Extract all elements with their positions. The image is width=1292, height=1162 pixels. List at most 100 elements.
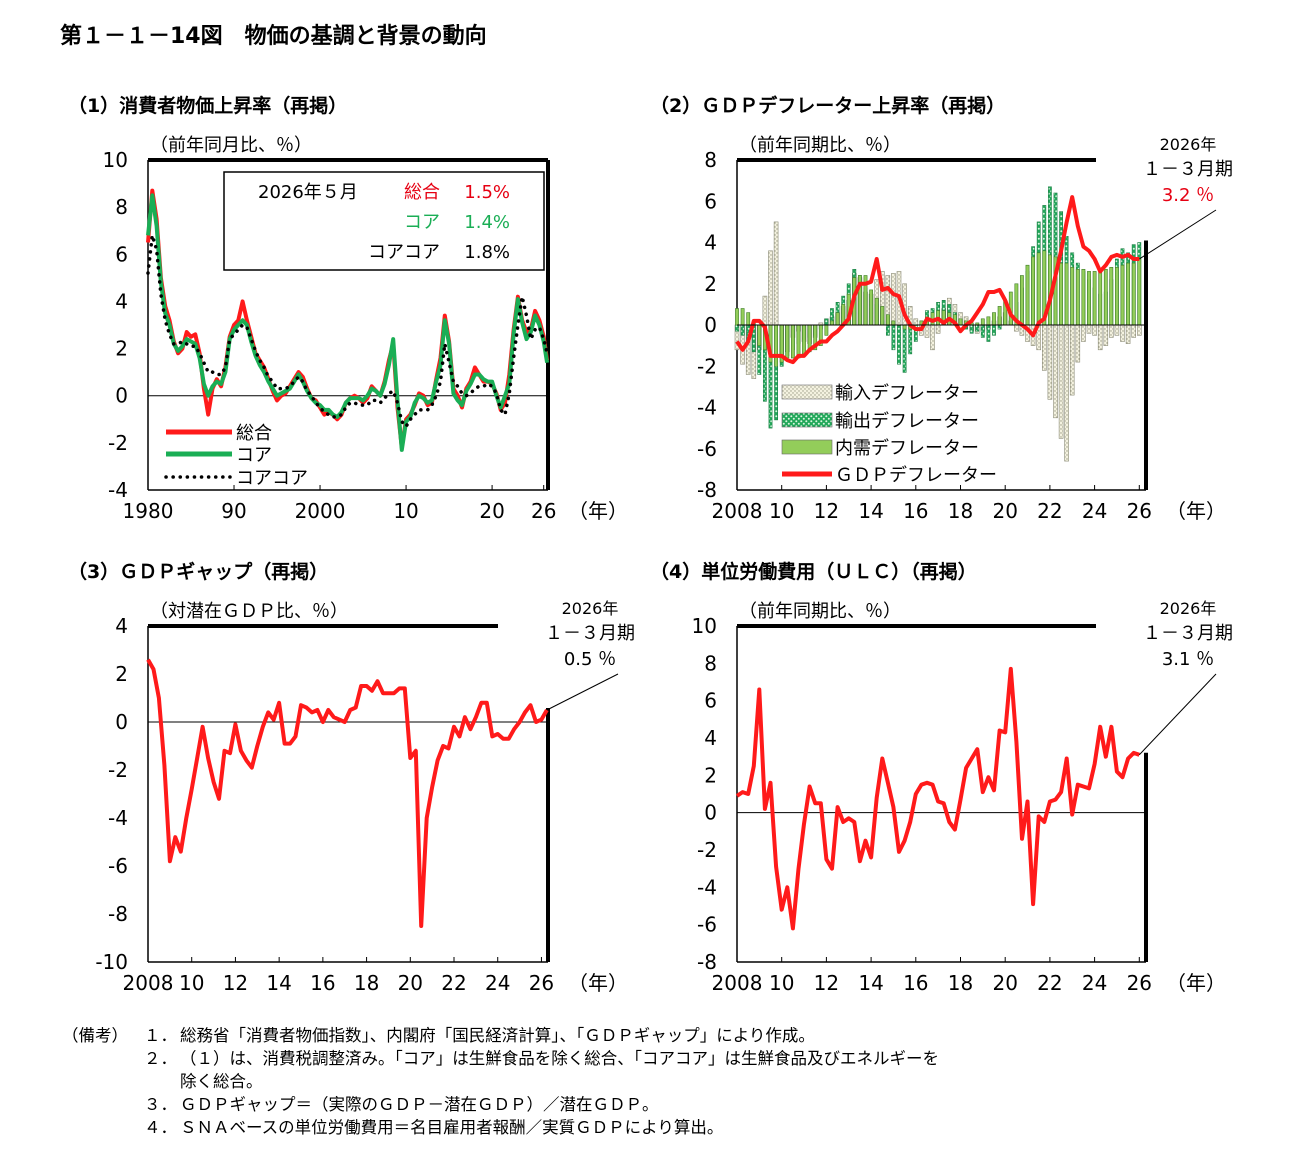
deflator-x-tick-label: 24 [1082, 499, 1107, 523]
gap-x-tick-label: 10 [179, 971, 204, 995]
deflator-bar-export [897, 324, 901, 365]
deflator-bar-import [1092, 324, 1097, 336]
deflator-bar-import [1120, 324, 1125, 342]
deflator-bar-domestic [1059, 262, 1064, 326]
gap-annotation-year: 2026年 [562, 599, 619, 618]
gap-y-tick-label: 2 [115, 662, 128, 686]
deflator-bar-domestic [980, 318, 985, 326]
deflator-bar-export [885, 324, 890, 336]
deflator-legend-label: ＧＤＰデフレーター [835, 465, 997, 486]
deflator-unit-label: （前年同期比、％） [739, 135, 901, 156]
deflator-bar-domestic [902, 324, 907, 330]
deflator-legend-label: 輸入デフレーター [835, 383, 979, 404]
ulc-unit-label: （前年同期比、％） [739, 601, 901, 622]
deflator-bar-import [762, 295, 768, 326]
cpi-info-box [223, 171, 545, 271]
deflator-chart: （2）ＧＤＰデフレーター上昇率（再掲）（前年同期比、％）-8-6-4-20246… [650, 94, 1233, 523]
gap-x-tick-label: 18 [354, 971, 379, 995]
deflator-bar-domestic [869, 289, 874, 326]
ulc-x-tick-label: 26 [1127, 971, 1152, 995]
deflator-bar-domestic [874, 297, 879, 326]
deflator-bar-export [824, 318, 829, 326]
note-1-text: 総務省「消費者物価指数」、内閣府「国民経済計算」、「ＧＤＰギャップ」により作成。 [180, 1026, 815, 1045]
deflator-x-tick-label: 2008 [712, 499, 763, 523]
deflator-x-tick-label: 10 [769, 499, 794, 523]
deflator-x-tick-label: 20 [992, 499, 1017, 523]
deflator-bar-export [986, 324, 991, 342]
deflator-bar-domestic [1025, 264, 1030, 326]
cpi-y-tick-label: 8 [115, 195, 128, 219]
deflator-bar-domestic [757, 324, 762, 346]
cpi-chart: （1）消費者物価上昇率（再掲） （前年同月比、％） -4 -2 0 2 4 6 8 10 1980 9… [68, 94, 628, 523]
deflator-bar-export [735, 324, 739, 332]
deflator-x-tick-label: 14 [858, 499, 883, 523]
deflator-bar-domestic [1070, 266, 1075, 326]
ulc-x-tick-label: 24 [1082, 971, 1107, 995]
cpi-unit-label: （前年同月比、％） [150, 135, 312, 156]
gap-x-tick-label: 14 [266, 971, 291, 995]
deflator-bar-import [1109, 324, 1114, 338]
cpi-year-label: （年） [568, 499, 628, 523]
gap-x-tick-label: 24 [485, 971, 510, 995]
deflator-bar-import [1081, 324, 1086, 342]
ulc-x-tick-label: 10 [769, 971, 794, 995]
deflator-bar-domestic [740, 308, 745, 326]
deflator-bar-import [1097, 324, 1103, 351]
deflator-bar-export [992, 324, 996, 336]
ulc-annotation-quarter: １－３月期 [1143, 623, 1233, 644]
ulc-y-tick-label: -8 [697, 950, 717, 974]
cpi-y-tick-label: 6 [115, 242, 128, 266]
cpi-x-tick-label: 10 [393, 499, 418, 523]
note-4-text: ＳＮＡベースの単位労働費用＝名目雇用者報酬／実質ＧＤＰにより算出。 [180, 1118, 724, 1137]
cpi-info-value: 1.8% [464, 242, 510, 263]
ulc-x-tick-label: 22 [1037, 971, 1062, 995]
deflator-y-tick-label: 0 [704, 313, 717, 337]
deflator-bar-import [1047, 324, 1053, 400]
ulc-chart: （4）単位労働費用（ＵＬＣ）（再掲）（前年同期比、％）-8-6-4-202468… [650, 560, 1233, 995]
ulc-y-tick-label: -6 [697, 913, 717, 937]
deflator-y-tick-label: 2 [704, 272, 717, 296]
note-2: ２． （１）は、消費税調整済み。「コア」は生鮮食品を除く総合、「コアコア」は生鮮… [62, 1047, 939, 1070]
cpi-x-tick-label: 20 [479, 499, 504, 523]
deflator-bar-import [1064, 324, 1069, 462]
deflator-bar-import [1131, 324, 1136, 338]
deflator-bar-domestic [746, 312, 751, 326]
deflator-bar-export [740, 324, 745, 336]
note-3-text: ＧＤＰギャップ＝（実際のＧＤＰ－潜在ＧＤＰ）／潜在ＧＤＰ。 [180, 1095, 659, 1114]
deflator-bar-domestic [885, 314, 890, 326]
deflator-x-tick-label: 16 [903, 499, 928, 523]
deflator-bar-domestic [958, 318, 963, 326]
deflator-annotation-quarter: １－３月期 [1143, 159, 1233, 180]
deflator-bar-export [969, 324, 974, 334]
page-title: 第１－１－14図 物価の基調と背景の動向 [60, 24, 487, 49]
deflator-bar-domestic [1064, 262, 1069, 326]
gap-y-tick-label: 4 [115, 614, 128, 638]
deflator-bar-import [1042, 324, 1047, 371]
deflator-bar-domestic [835, 312, 840, 326]
deflator-x-tick-label: 26 [1127, 499, 1152, 523]
deflator-bar-import [913, 318, 919, 326]
note-1: （備考） １． 総務省「消費者物価指数」、内閣府「国民経済計算」、「ＧＤＰギャッ… [62, 1024, 939, 1047]
cpi-legend-label: コア [236, 445, 272, 466]
cpi-info-name: 総合 [404, 182, 440, 203]
deflator-bar-import [1053, 324, 1058, 419]
deflator-bar-domestic [880, 306, 885, 326]
deflator-annotation-value: 3.2 ％ [1162, 185, 1214, 206]
deflator-bar-import [1114, 324, 1120, 336]
deflator-series-gdp [735, 195, 1140, 365]
deflator-bar-domestic [1103, 268, 1108, 326]
gap-series-line [146, 658, 549, 928]
deflator-legend-swatch [781, 412, 833, 428]
deflator-bar-import [935, 324, 941, 334]
gap-x-tick-label: 26 [529, 971, 554, 995]
gap-x-tick-label: 2008 [123, 971, 174, 995]
deflator-bar-domestic [891, 320, 896, 326]
note-2-text: （１）は、消費税調整済み。「コア」は生鮮食品を除く総合、「コアコア」は生鮮食品及… [180, 1049, 939, 1068]
gap-annotation-quarter: １－３月期 [545, 623, 635, 644]
note-3: ３． ＧＤＰギャップ＝（実際のＧＤＰ－潜在ＧＤＰ）／潜在ＧＤＰ。 [62, 1093, 939, 1116]
deflator-bar-import [1137, 324, 1142, 336]
cpi-y-tick-label: 2 [115, 337, 128, 361]
notes-label: （備考） [62, 1026, 128, 1045]
cpi-y-tick-label: 4 [115, 289, 128, 313]
ulc-annotation-year: 2026年 [1160, 599, 1217, 618]
